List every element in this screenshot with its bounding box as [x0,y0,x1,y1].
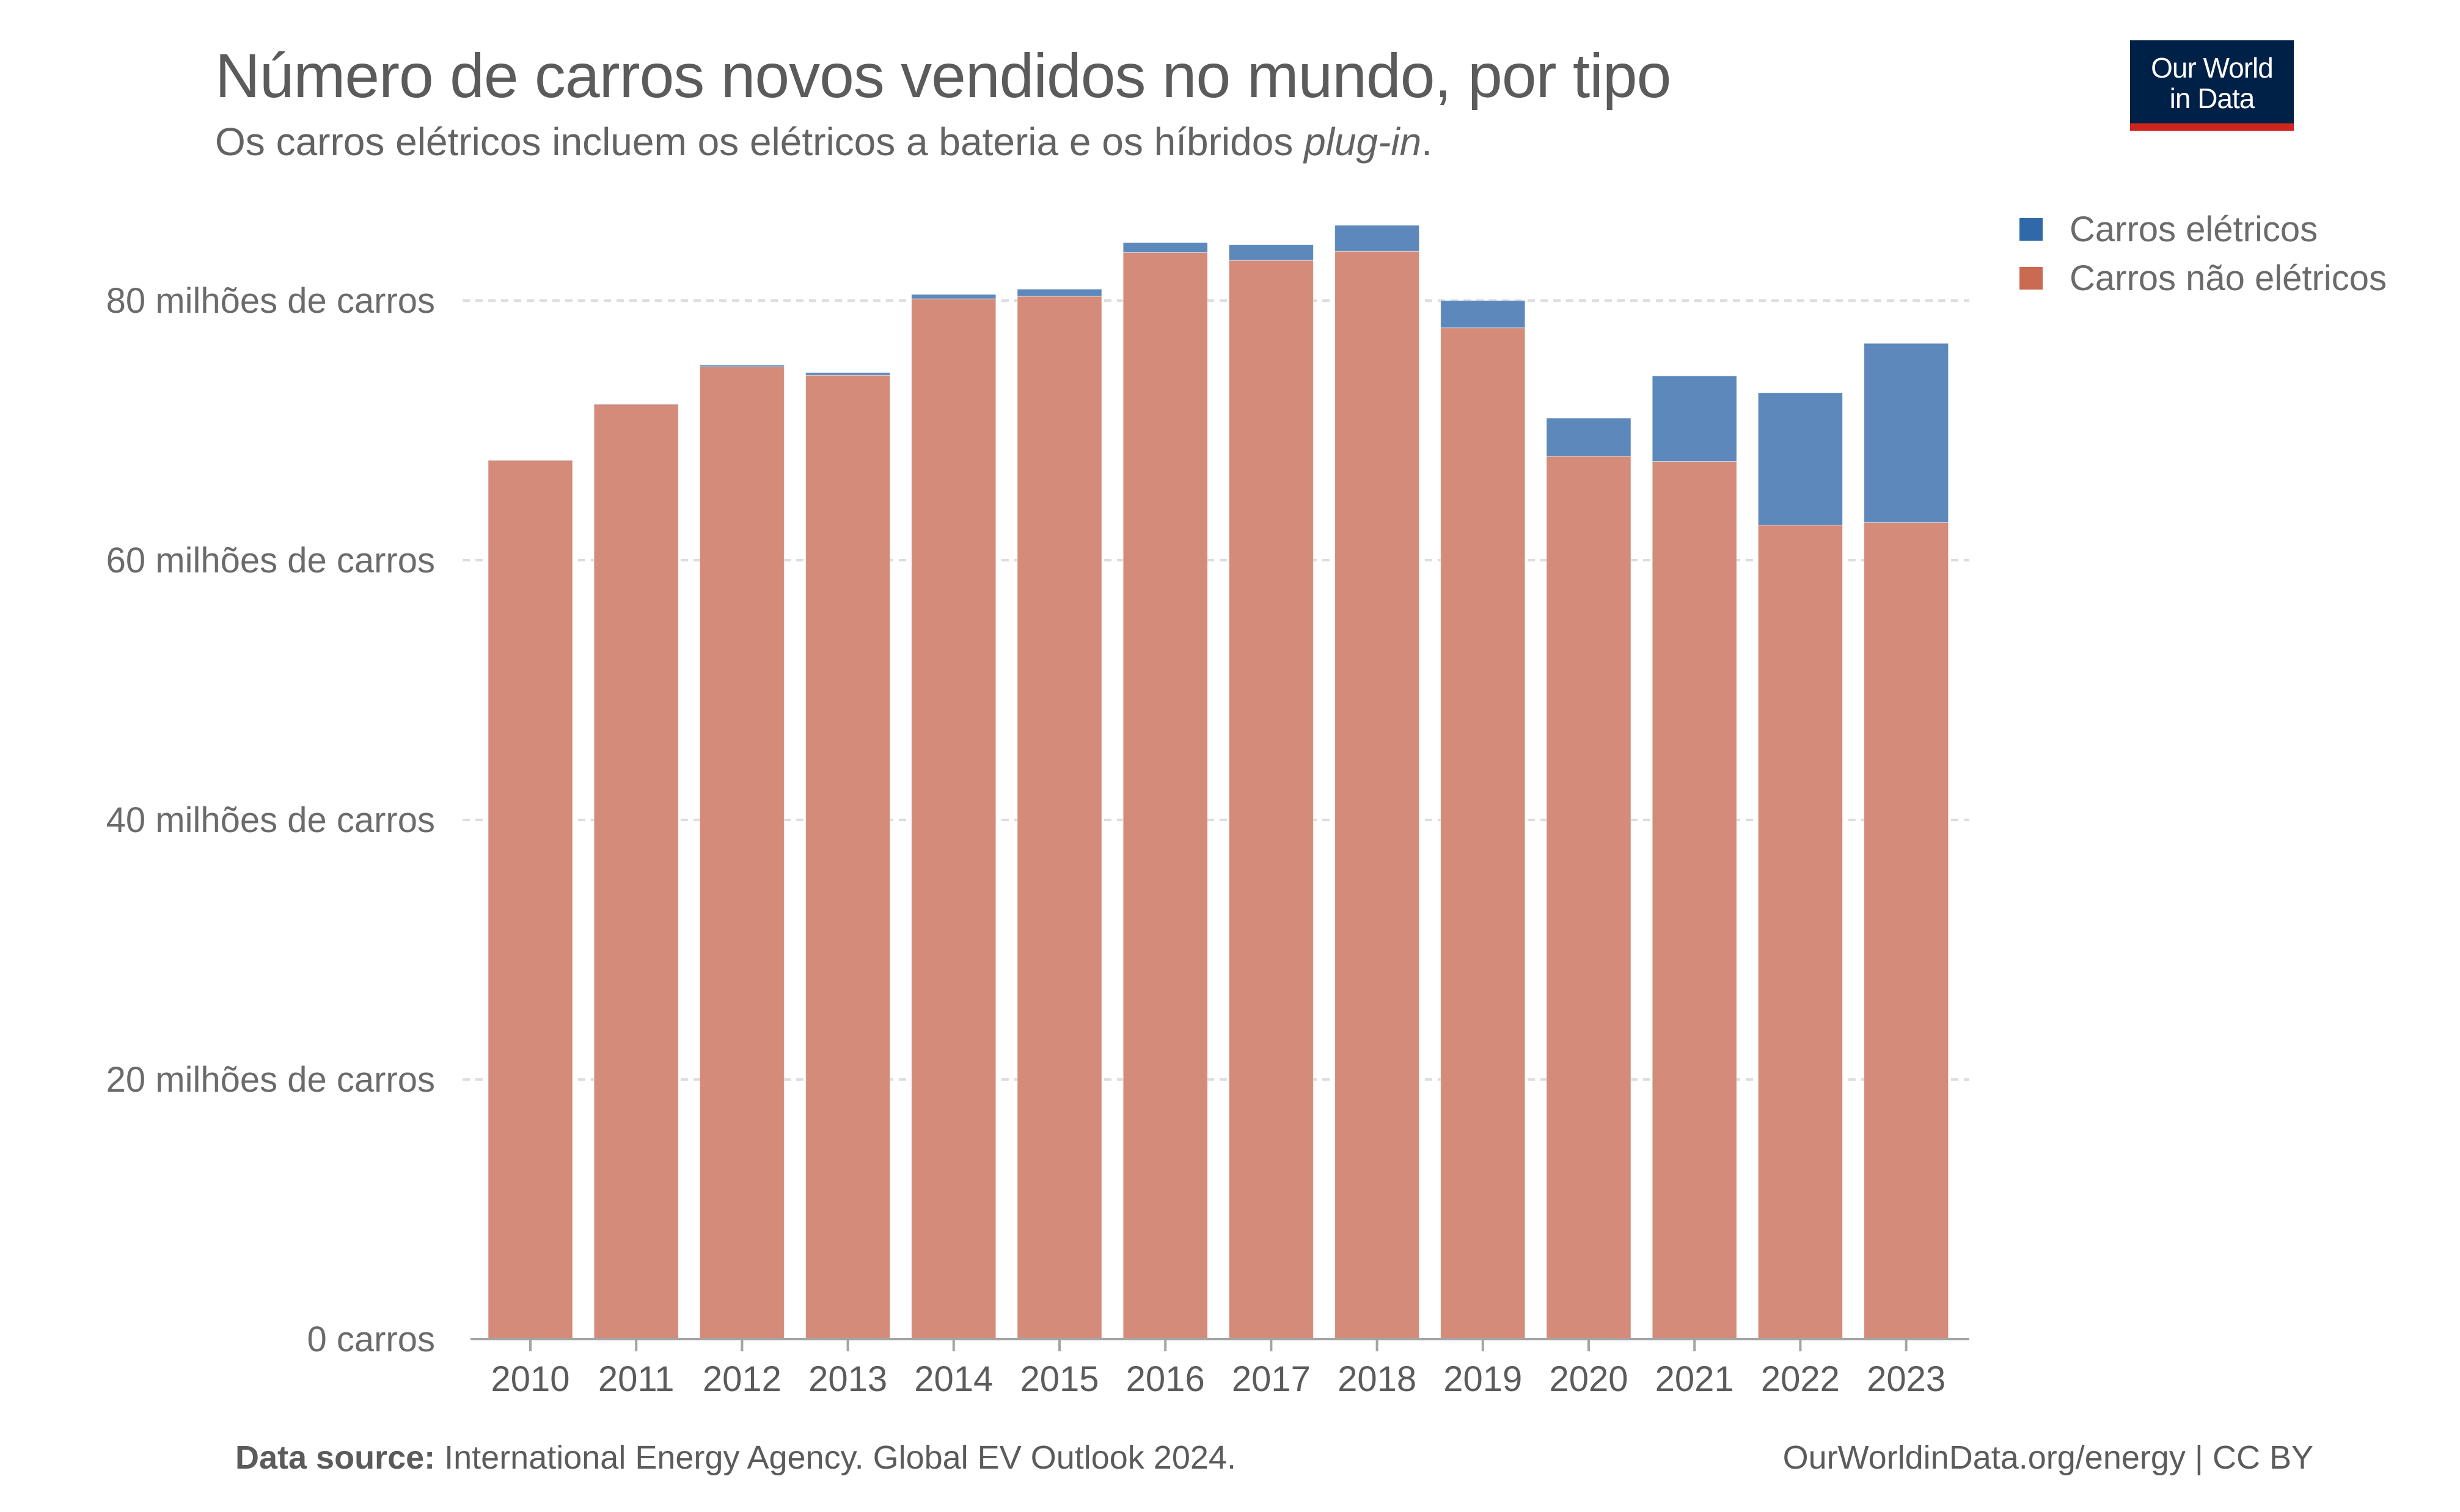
bar-non-electric-2019[interactable] [1440,327,1526,1340]
y-tick-label: 60 milhões de carros [106,541,435,580]
x-axis-labels: 2010 2011 2012 2013 2014 2015 2016 2017 2018 2019… [491,1359,1946,1399]
bar-non-electric-2011[interactable] [593,404,679,1340]
bar-non-electric-2017[interactable] [1228,260,1314,1340]
bar-non-electric-2010[interactable] [488,459,573,1340]
logo-line-1: Our World [2151,52,2274,84]
chart-subtitle: Os carros elétricos incluem os elétricos… [215,120,1432,165]
x-axis [470,1338,1969,1351]
data-source-label: Data source: [235,1439,436,1476]
bar-non-electric-2013[interactable] [805,374,891,1340]
bar-electric-2014[interactable] [911,294,997,299]
x-tick-label: 2012 [703,1359,782,1399]
x-tick-label: 2019 [1443,1359,1522,1399]
x-tick-label: 2022 [1761,1359,1840,1399]
bar-electric-2020[interactable] [1546,417,1631,457]
x-tick-label: 2014 [914,1359,993,1399]
data-source: Data source: International Energy Agency… [235,1439,1236,1477]
x-tick-label: 2016 [1126,1359,1205,1399]
legend-item-non-electric[interactable]: Carros não elétricos [2019,254,2387,302]
logo-accent-bar [2130,123,2294,131]
logo-line-2: in Data [2169,82,2255,114]
bar-non-electric-2021[interactable] [1652,461,1737,1340]
bar-electric-2018[interactable] [1334,225,1420,252]
x-tick-label: 2021 [1655,1359,1734,1399]
bar-electric-2013[interactable] [805,372,891,376]
logo-text: Our World in Data [2130,53,2294,114]
bars [488,225,1949,1340]
bar-electric-2019[interactable] [1440,300,1526,329]
bar-electric-2012[interactable] [699,365,785,367]
y-axis-labels: 0 carros 20 milhões de carros 40 milhões d… [106,281,435,1359]
legend: Carros elétricos Carros não elétricos [2019,205,2387,302]
x-tick-label: 2013 [808,1359,887,1399]
y-tick-label: 20 milhões de carros [106,1060,435,1100]
legend-label-electric: Carros elétricos [2070,209,2318,249]
bar-electric-2022[interactable] [1757,392,1843,526]
y-tick-label: 40 milhões de carros [106,800,435,840]
chart-title: Número de carros novos vendidos no mundo… [215,41,1671,111]
x-tick-label: 2017 [1232,1359,1311,1399]
x-tick-label: 2018 [1338,1359,1416,1399]
subtitle-end: . [1421,120,1432,164]
bar-non-electric-2016[interactable] [1122,252,1208,1340]
credit-link[interactable]: OurWorldinData.org/energy | CC BY [1782,1439,2313,1476]
x-tick-label: 2011 [598,1359,675,1399]
owid-logo[interactable]: Our World in Data [2130,40,2294,131]
bar-non-electric-2023[interactable] [1864,522,1949,1340]
bar-non-electric-2020[interactable] [1546,456,1631,1340]
bar-electric-2021[interactable] [1652,375,1737,462]
bar-non-electric-2015[interactable] [1017,296,1102,1340]
bar-non-electric-2018[interactable] [1334,250,1420,1340]
x-tick-label: 2015 [1020,1359,1099,1399]
bar-non-electric-2012[interactable] [699,366,785,1340]
data-source-text: International Energy Agency. Global EV O… [435,1439,1236,1476]
x-tick-label: 2020 [1549,1359,1628,1399]
bar-non-electric-2014[interactable] [911,298,997,1340]
subtitle-text: Os carros elétricos incluem os elétricos… [215,120,1305,164]
legend-swatch-electric [2019,217,2043,241]
bar-electric-2016[interactable] [1122,242,1208,253]
bar-electric-2015[interactable] [1017,288,1102,297]
bar-electric-2023[interactable] [1864,343,1949,523]
legend-swatch-non-electric [2019,266,2043,290]
gridlines [463,299,1969,1081]
y-tick-label: 80 milhões de carros [106,281,435,321]
legend-item-electric[interactable]: Carros elétricos [2019,205,2387,254]
y-tick-label: 0 carros [307,1320,435,1359]
subtitle-italic: plug-in [1304,120,1422,164]
legend-label-non-electric: Carros não elétricos [2070,258,2387,298]
x-tick-label: 2023 [1867,1359,1946,1399]
x-tick-label: 2010 [491,1359,569,1399]
bar-non-electric-2022[interactable] [1757,525,1843,1340]
bar-electric-2017[interactable] [1228,244,1314,261]
